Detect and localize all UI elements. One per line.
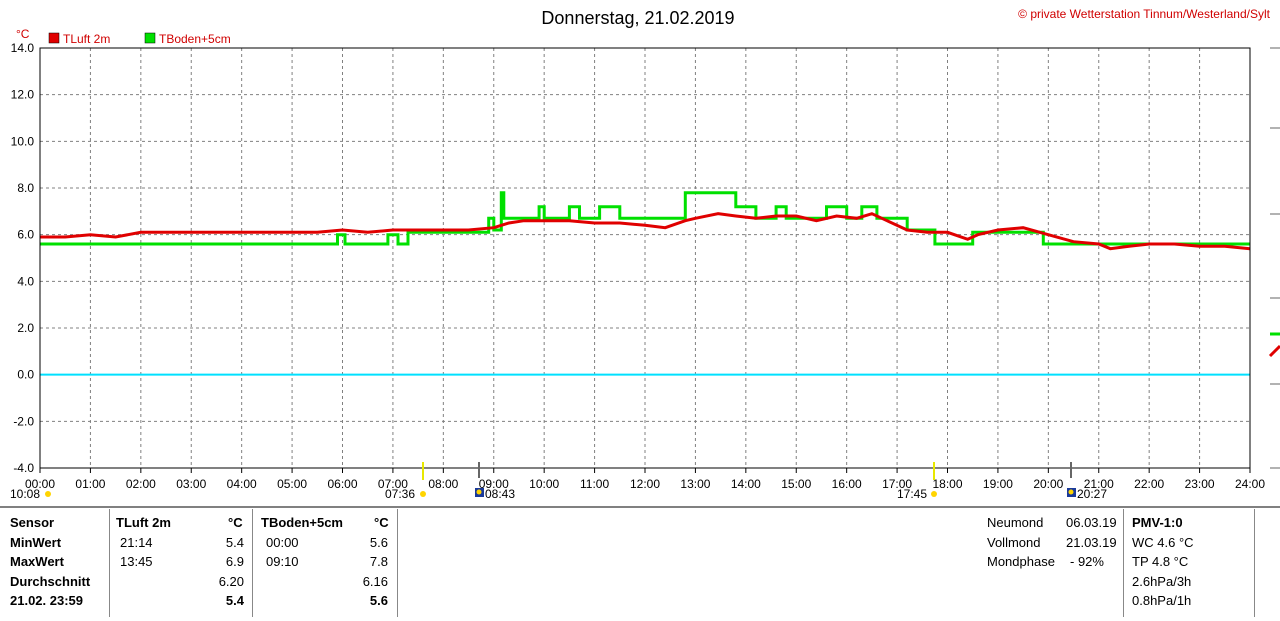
sunset-icon — [931, 491, 937, 497]
legend-tluft-swatch — [48, 32, 60, 44]
x-tick-label: 13:00 — [680, 477, 710, 491]
x-tick-label: 19:00 — [983, 477, 1013, 491]
y-tick-label: 10.0 — [11, 134, 35, 148]
chart-title: Donnerstag, 21.02.2019 — [541, 8, 734, 28]
table-divider — [109, 509, 110, 617]
sun-moon-markers: 10:08 07:36 08:43 17:45 20:27 — [10, 462, 1107, 501]
tboden-max-value: 7.8 — [369, 554, 388, 569]
plot-frame — [39, 47, 1251, 469]
y-tick-label: 2.0 — [17, 321, 34, 335]
series-line-tluft — [40, 212, 1251, 251]
y-tick-label: 4.0 — [17, 274, 34, 288]
y-tick-label: -4.0 — [13, 461, 34, 475]
x-tick-label: 02:00 — [126, 477, 156, 491]
row-label: MaxWert — [10, 554, 64, 569]
x-tick-label: 15:00 — [781, 477, 811, 491]
row-label: 21.02. 23:59 — [10, 593, 84, 608]
moon-label: Vollmond — [987, 534, 1041, 550]
marker-label: 20:27 — [1077, 487, 1107, 501]
legend-tluft-label: TLuft 2m — [63, 32, 110, 46]
series-line-tboden — [40, 191, 1250, 246]
right-scale — [1268, 47, 1280, 469]
x-tick-label: 07:00 — [378, 477, 408, 491]
moonrise-icon — [45, 491, 51, 497]
sunrise-icon — [420, 491, 426, 497]
pmv-title: PMV-1:0 — [1132, 515, 1183, 530]
marker-label: 08:43 — [485, 487, 515, 501]
marker-label: 10:08 — [10, 487, 40, 501]
y-tick-label: 14.0 — [11, 41, 35, 55]
pmv-item: 0.8hPa/1h — [1132, 593, 1192, 608]
x-tick-label: 08:00 — [428, 477, 458, 491]
tboden-max-time: 09:10 — [266, 554, 299, 569]
x-axis-ticks: 00:00 01:00 02:00 03:00 04:00 05:00 06:00 07:00… — [25, 468, 1265, 491]
moon-label: Mondphase — [987, 554, 1055, 569]
y-unit-label: °C — [16, 27, 30, 41]
table-divider — [1254, 509, 1255, 617]
x-tick-label: 01:00 — [75, 477, 105, 491]
moon-value: - 92% — [1070, 554, 1104, 569]
header-sensor: Sensor — [10, 515, 55, 530]
x-tick-label: 14:00 — [731, 477, 761, 491]
legend-tboden-label: TBoden+5cm — [159, 32, 231, 46]
x-tick-label: 04:00 — [227, 477, 257, 491]
header-tboden: TBoden+5cm — [261, 515, 343, 530]
y-tick-label: 8.0 — [17, 181, 34, 195]
tluft-min-value: 5.4 — [225, 534, 244, 550]
x-tick-label: 12:00 — [630, 477, 660, 491]
x-tick-label: 18:00 — [932, 477, 962, 491]
tboden-avg-value: 6.16 — [362, 573, 388, 589]
table-divider — [252, 509, 253, 617]
x-tick-label: 05:00 — [277, 477, 307, 491]
y-axis-ticks: 14.0 12.0 10.0 8.0 6.0 4.0 2.0 0.0 -2.0 -4.0 — [11, 41, 35, 475]
x-tick-label: 20:00 — [1033, 477, 1063, 491]
x-tick-label: 22:00 — [1134, 477, 1164, 491]
tluft-min-time: 21:14 — [120, 534, 153, 550]
pmv-item: TP 4.8 °C — [1132, 554, 1189, 569]
header-tluft: TLuft 2m — [116, 515, 171, 530]
x-tick-label: 06:00 — [327, 477, 357, 491]
x-tick-label: 11:00 — [580, 477, 609, 491]
y-tick-label: 6.0 — [17, 228, 34, 242]
moon-value: 21.03.19 — [1066, 534, 1117, 550]
moon-value: 06.03.19 — [1066, 515, 1117, 530]
table-divider — [397, 509, 398, 617]
pmv-item: 2.6hPa/3h — [1132, 573, 1192, 589]
stats-table: Sensor MinWert MaxWert Durchschnitt 21.0… — [10, 513, 1280, 621]
legend-tboden-swatch — [144, 32, 156, 44]
x-tick-label: 00:00 — [25, 477, 55, 491]
tluft-max-value: 6.9 — [225, 554, 244, 569]
x-tick-label: 23:00 — [1185, 477, 1215, 491]
row-label: MinWert — [10, 534, 62, 550]
y-tick-label: 12.0 — [11, 88, 35, 102]
x-tick-label: 16:00 — [832, 477, 862, 491]
header-tboden-unit: °C — [374, 515, 389, 530]
x-tick-label: 10:00 — [529, 477, 559, 491]
table-divider — [1123, 509, 1124, 617]
marker-label: 07:36 — [385, 487, 415, 501]
x-tick-label: 03:00 — [176, 477, 206, 491]
y-tick-label: 0.0 — [17, 368, 34, 382]
moon-label: Neumond — [987, 515, 1044, 530]
y-tick-label: -2.0 — [13, 414, 34, 428]
pmv-item: WC 4.6 °C — [1132, 534, 1194, 550]
copyright-text: © private Wetterstation Tinnum/Westerlan… — [1018, 7, 1271, 21]
x-tick-label: 17:00 — [882, 477, 912, 491]
row-label: Durchschnitt — [10, 573, 91, 589]
grid — [40, 48, 1250, 468]
x-tick-label: 09:00 — [479, 477, 509, 491]
tluft-max-time: 13:45 — [120, 554, 153, 569]
series-lines — [40, 191, 1251, 251]
tluft-current-value: 5.4 — [225, 593, 244, 608]
x-tick-label: 24:00 — [1235, 477, 1265, 491]
marker-label: 17:45 — [897, 487, 927, 501]
tboden-min-value: 5.6 — [369, 534, 388, 550]
tboden-current-value: 5.6 — [369, 593, 388, 608]
tboden-min-time: 00:00 — [266, 534, 299, 550]
tluft-avg-value: 6.20 — [218, 573, 244, 589]
x-tick-label: 21:00 — [1084, 477, 1114, 491]
header-tluft-unit: °C — [228, 515, 243, 530]
